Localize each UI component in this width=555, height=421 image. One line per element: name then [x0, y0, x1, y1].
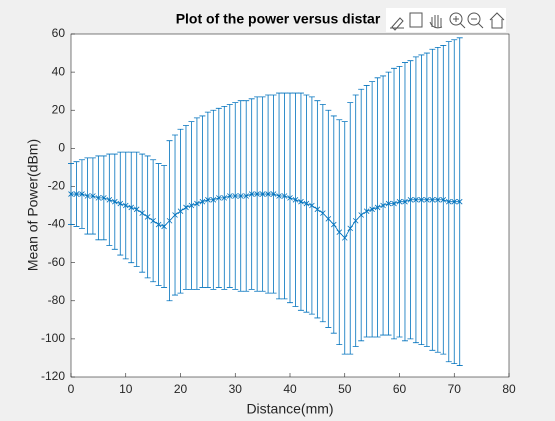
- y-tick-label: -40: [48, 217, 66, 231]
- y-tick-label: -100: [41, 331, 65, 345]
- y-tick-label: -60: [48, 255, 66, 269]
- toolbar-background: [386, 8, 506, 32]
- x-tick-label: 70: [448, 382, 462, 396]
- y-tick-label: -120: [41, 369, 65, 383]
- x-tick-label: 40: [283, 382, 297, 396]
- home-icon[interactable]: [489, 12, 505, 29]
- y-tick-label: 60: [52, 26, 66, 40]
- x-tick-label: 0: [68, 382, 75, 396]
- y-tick-label: 0: [58, 141, 65, 155]
- x-tick-label: 20: [174, 382, 188, 396]
- zoom-out-icon[interactable]: [467, 12, 481, 26]
- pan-icon[interactable]: [429, 15, 443, 29]
- x-tick-label: 50: [338, 382, 352, 396]
- toolbar[interactable]: [386, 8, 506, 32]
- x-axis-label: Distance(mm): [246, 401, 333, 417]
- y-tick-label: -20: [48, 179, 66, 193]
- zoom-in-glyph: [453, 16, 466, 29]
- y-tick-label: 20: [52, 102, 66, 116]
- zoom-out-glyph: [471, 18, 484, 29]
- mean-line: [71, 193, 460, 239]
- x-tick-label: 10: [119, 382, 133, 396]
- brush-icon[interactable]: [390, 17, 404, 31]
- x-tick-label: 30: [229, 382, 243, 396]
- x-tick-label: 60: [393, 382, 407, 396]
- y-tick-label: -80: [48, 293, 66, 307]
- zoom-in-icon[interactable]: [449, 12, 463, 26]
- chart-title: Plot of the power versus distar: [176, 11, 381, 27]
- y-tick-label: 40: [52, 64, 66, 78]
- y-axis-label: Mean of Power(dBm): [25, 139, 41, 271]
- x-tick-label: 80: [502, 382, 516, 396]
- datatip-icon[interactable]: [409, 12, 423, 28]
